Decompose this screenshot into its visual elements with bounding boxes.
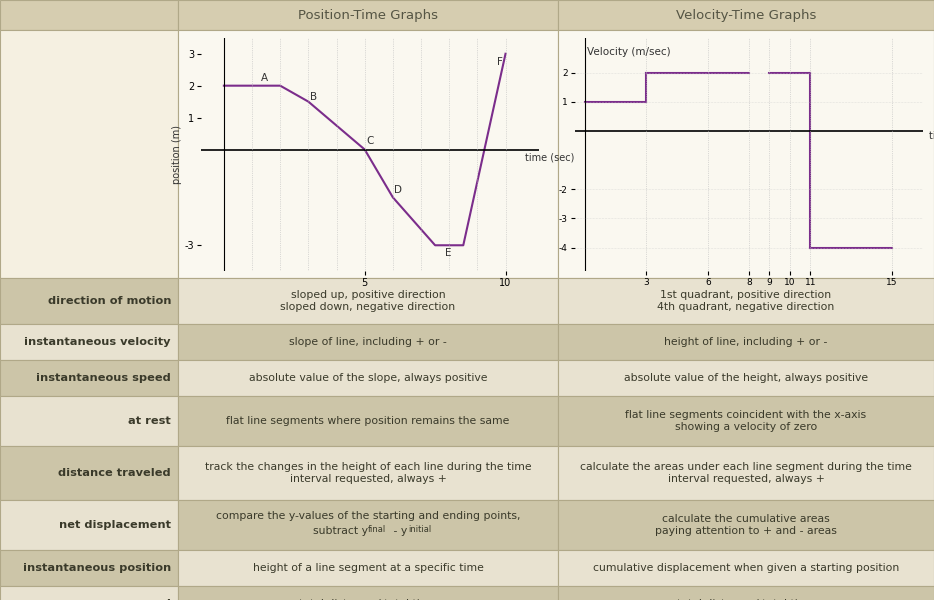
Bar [558,30,934,278]
Bar [0,586,178,600]
Text: Velocity (m/sec): Velocity (m/sec) [587,47,671,56]
Bar [178,396,558,446]
Text: net displacement: net displacement [59,520,171,530]
Text: initial: initial [408,525,432,534]
Text: instantaneous speed: instantaneous speed [36,373,171,383]
Text: flat line segments where position remains the same: flat line segments where position remain… [226,416,510,426]
Text: Velocity-Time Graphs: Velocity-Time Graphs [676,8,816,22]
Bar [0,0,178,30]
Bar [0,500,178,550]
Text: - y: - y [390,526,407,536]
Text: time (sec): time (sec) [929,130,934,140]
Text: calculate the areas under each line segment during the time
interval requested, : calculate the areas under each line segm… [580,462,912,484]
Bar [0,324,178,360]
Bar [558,500,934,550]
Bar [558,586,934,600]
Text: E: E [445,248,451,259]
Bar [178,30,558,278]
Bar [178,324,558,360]
Bar [178,278,558,324]
Bar [178,586,558,600]
Bar [0,360,178,396]
Bar [558,396,934,446]
Bar [0,30,178,278]
Y-axis label: position (m): position (m) [172,125,182,184]
Text: final: final [368,525,387,534]
Bar [558,324,934,360]
Bar [0,396,178,446]
Text: at rest: at rest [128,416,171,426]
Text: average speed: average speed [77,599,171,600]
Bar [558,278,934,324]
Text: D: D [394,185,403,194]
Bar [558,446,934,500]
Bar [558,360,934,396]
Text: height of line, including + or -: height of line, including + or - [664,337,828,347]
Text: absolute value of the slope, always positive: absolute value of the slope, always posi… [248,373,488,383]
Text: time (sec): time (sec) [525,152,574,163]
Text: total distance / total time: total distance / total time [677,599,815,600]
Bar [0,550,178,586]
Text: sloped up, positive direction
sloped down, negative direction: sloped up, positive direction sloped dow… [280,290,456,312]
Text: compare the y-values of the starting and ending points,: compare the y-values of the starting and… [216,511,520,521]
Text: distance traveled: distance traveled [58,468,171,478]
Text: flat line segments coincident with the x-axis
showing a velocity of zero: flat line segments coincident with the x… [626,410,867,432]
Text: track the changes in the height of each line during the time
interval requested,: track the changes in the height of each … [205,462,531,484]
Bar [0,446,178,500]
Bar [178,360,558,396]
Bar [178,550,558,586]
Text: Position-Time Graphs: Position-Time Graphs [298,8,438,22]
Text: instantaneous position: instantaneous position [22,563,171,573]
Text: instantaneous velocity: instantaneous velocity [24,337,171,347]
Text: 1st quadrant, positive direction
4th quadrant, negative direction: 1st quadrant, positive direction 4th qua… [658,290,835,312]
Text: subtract y: subtract y [313,526,368,536]
Text: direction of motion: direction of motion [48,296,171,306]
Bar [0,278,178,324]
Text: F: F [497,57,502,67]
Text: C: C [366,136,374,146]
Bar [178,500,558,550]
Text: absolute value of the height, always positive: absolute value of the height, always pos… [624,373,868,383]
Text: height of a line segment at a specific time: height of a line segment at a specific t… [252,563,484,573]
Text: calculate the cumulative areas
paying attention to + and - areas: calculate the cumulative areas paying at… [655,514,837,536]
Text: total distance / total time: total distance / total time [299,599,437,600]
Text: cumulative displacement when given a starting position: cumulative displacement when given a sta… [593,563,899,573]
Bar [178,0,558,30]
Text: A: A [261,73,268,83]
Text: slope of line, including + or -: slope of line, including + or - [290,337,446,347]
Bar [558,0,934,30]
Bar [178,446,558,500]
Text: B: B [310,92,317,102]
Bar [558,550,934,586]
